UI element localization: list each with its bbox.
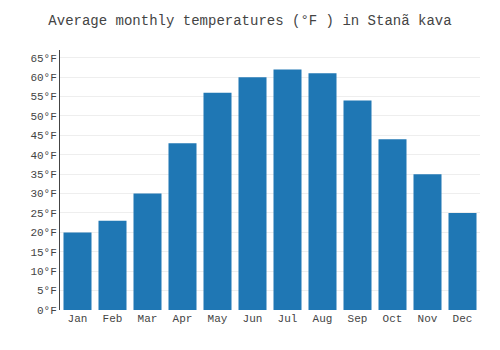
- svg-text:15°F: 15°F: [30, 247, 56, 259]
- svg-text:55°F: 55°F: [30, 91, 56, 103]
- svg-text:Jun: Jun: [243, 313, 263, 325]
- svg-text:May: May: [208, 313, 228, 325]
- svg-text:35°F: 35°F: [30, 169, 56, 181]
- svg-text:25°F: 25°F: [30, 208, 56, 220]
- svg-text:Mar: Mar: [138, 313, 158, 325]
- svg-text:30°F: 30°F: [30, 188, 56, 200]
- svg-text:10°F: 10°F: [30, 266, 56, 278]
- svg-text:50°F: 50°F: [30, 111, 56, 123]
- svg-text:Aug: Aug: [313, 313, 333, 325]
- svg-text:Jul: Jul: [278, 313, 298, 325]
- svg-text:Apr: Apr: [173, 313, 193, 325]
- svg-text:40°F: 40°F: [30, 150, 56, 162]
- svg-text:Dec: Dec: [453, 313, 473, 325]
- svg-text:20°F: 20°F: [30, 227, 56, 239]
- svg-text:Average monthly temperatures (: Average monthly temperatures (°F ) in St…: [48, 13, 451, 29]
- svg-text:Oct: Oct: [383, 313, 403, 325]
- svg-text:Feb: Feb: [103, 313, 123, 325]
- svg-text:Sep: Sep: [348, 313, 368, 325]
- svg-text:5°F: 5°F: [37, 285, 57, 297]
- svg-text:65°F: 65°F: [30, 53, 56, 65]
- svg-text:Nov: Nov: [418, 313, 438, 325]
- svg-text:Jan: Jan: [68, 313, 88, 325]
- svg-text:45°F: 45°F: [30, 130, 56, 142]
- svg-text:60°F: 60°F: [30, 72, 56, 84]
- svg-text:0°F: 0°F: [37, 305, 57, 317]
